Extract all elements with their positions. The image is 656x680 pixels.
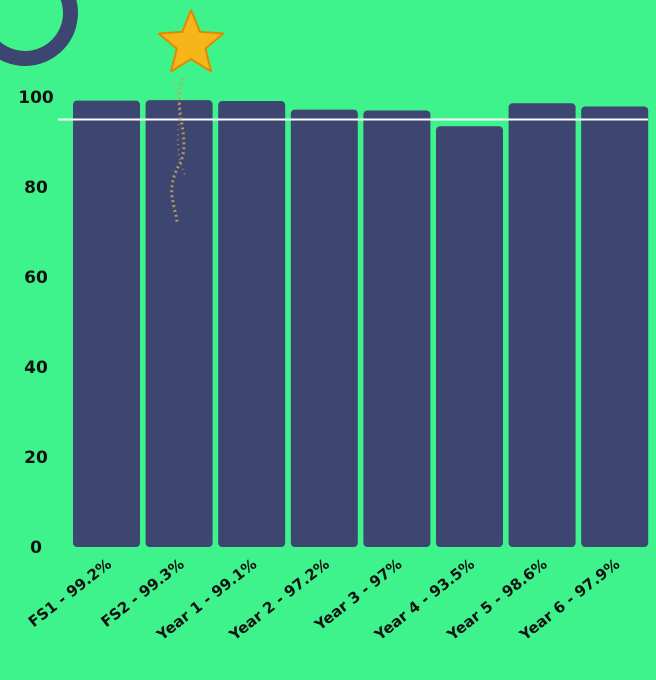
y-tick-label: 60 bbox=[24, 268, 48, 288]
y-tick-label: 20 bbox=[24, 448, 48, 468]
bar bbox=[73, 100, 140, 547]
y-tick-label: 0 bbox=[30, 538, 42, 558]
y-tick-label: 100 bbox=[18, 88, 54, 108]
star-icon bbox=[157, 9, 225, 73]
bar bbox=[581, 106, 649, 547]
bar bbox=[290, 109, 358, 547]
y-tick-label: 80 bbox=[24, 178, 48, 198]
y-tick-label: 40 bbox=[24, 358, 48, 378]
bar bbox=[145, 100, 213, 548]
sparkle-trail bbox=[172, 79, 187, 176]
bar bbox=[508, 103, 576, 548]
bar bbox=[218, 101, 286, 548]
bar bbox=[363, 110, 431, 547]
bar bbox=[436, 126, 503, 547]
